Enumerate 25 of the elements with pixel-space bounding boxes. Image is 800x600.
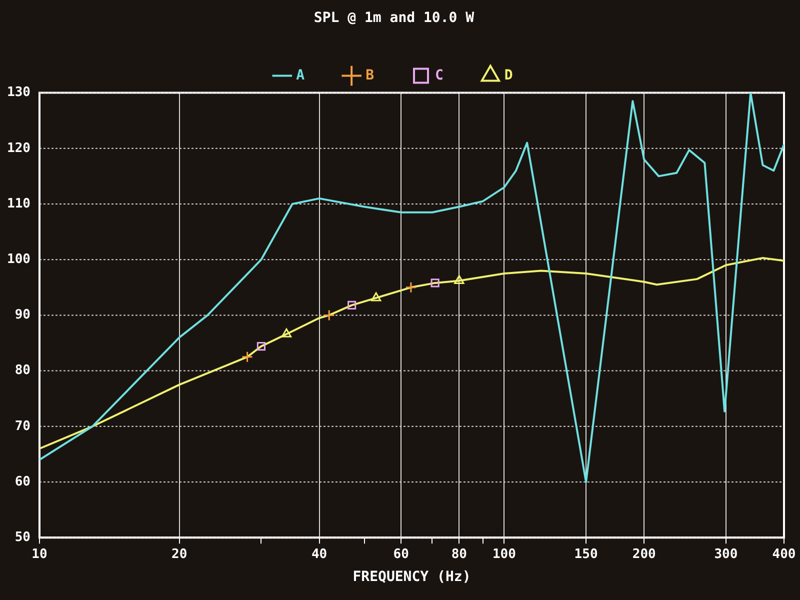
legend-label: C [435,67,444,84]
y-tick-label: 90 [14,308,31,323]
chart-title: SPL @ 1m and 10.0 W [314,10,475,26]
y-tick-label: 60 [14,474,31,490]
x-axis-title: FREQUENCY (Hz) [352,569,471,586]
legend-label: B [366,67,374,84]
x-tick-label: 150 [574,546,598,562]
legend-label: D [504,67,513,84]
x-tick-label: 300 [714,546,738,562]
y-tick-label: 130 [6,85,31,100]
x-tick-label: 400 [772,546,796,562]
x-tick-label: 80 [451,546,468,562]
y-tick-label: 100 [6,252,31,267]
x-tick-label: 200 [632,546,656,562]
y-tick-label: 80 [14,363,31,378]
y-tick-label: 50 [14,530,31,545]
y-tick-label: 70 [14,418,31,434]
y-tick-label: 120 [6,140,31,156]
x-tick-label: 100 [492,546,516,562]
x-tick-label: 20 [172,546,188,562]
x-tick-label: 40 [311,546,328,562]
y-tick-label: 110 [6,196,31,212]
legend-label: A [296,67,306,84]
x-tick-label: 60 [393,546,410,562]
x-tick-label: 10 [32,546,48,562]
